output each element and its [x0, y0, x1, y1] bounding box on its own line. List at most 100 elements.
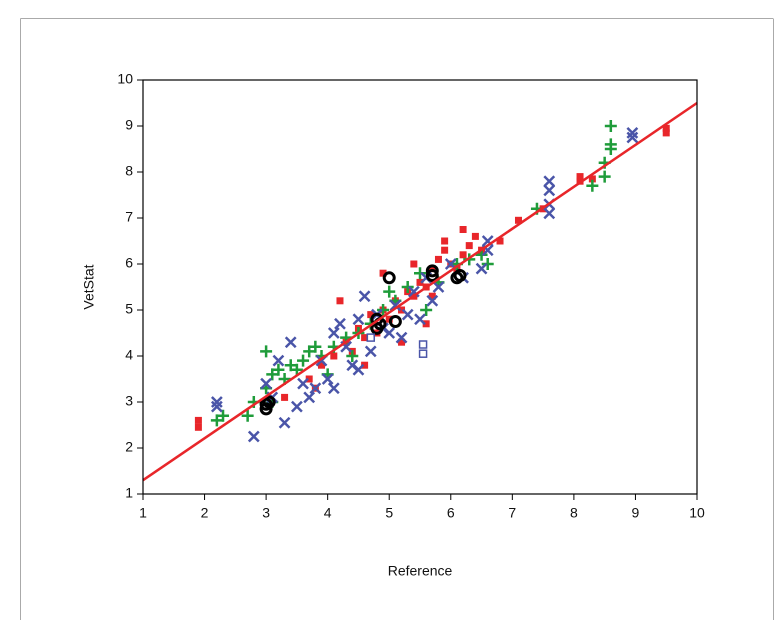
marker: [496, 237, 504, 245]
marker: [303, 345, 316, 358]
marker: [414, 313, 426, 326]
point: [297, 354, 310, 367]
marker: [262, 395, 276, 409]
y-tick-label: 6: [125, 255, 133, 271]
marker: [543, 207, 556, 220]
plot: 1 2 3 4 5 6 7 8 9 10 1 2 3 4 5 6 7 8 9 10: [117, 71, 705, 521]
marker: [453, 269, 467, 282]
marker: [428, 265, 436, 273]
marker: [426, 294, 439, 307]
marker: [385, 315, 393, 323]
point: [327, 382, 340, 395]
marker: [389, 299, 402, 312]
point: [194, 416, 202, 424]
point: [626, 127, 639, 139]
marker: [367, 311, 375, 319]
marker: [309, 340, 322, 353]
marker: [543, 175, 556, 188]
point: [432, 281, 445, 293]
point: [217, 409, 230, 422]
marker: [194, 416, 202, 424]
marker: [260, 377, 272, 390]
point: [377, 304, 390, 316]
point: [389, 299, 402, 312]
point: [303, 391, 316, 404]
marker: [297, 377, 309, 390]
point: [241, 409, 254, 422]
point: [414, 313, 426, 326]
point: [385, 315, 393, 323]
point: [459, 251, 467, 259]
marker: [361, 334, 369, 342]
point: [284, 336, 297, 349]
marker: [352, 363, 365, 376]
marker: [330, 352, 338, 360]
marker: [425, 264, 439, 278]
point: [318, 361, 326, 369]
point: [410, 260, 418, 268]
point: [414, 267, 426, 280]
y-axis-label: VetStat: [81, 264, 97, 309]
marker: [388, 315, 402, 328]
marker: [471, 232, 479, 240]
point: [401, 281, 414, 293]
marker: [377, 304, 390, 316]
marker: [210, 414, 223, 427]
marker: [259, 402, 273, 416]
marker: [475, 262, 488, 275]
point: [266, 368, 279, 381]
point: [272, 363, 285, 376]
marker: [401, 308, 414, 321]
point: [330, 352, 338, 360]
point: [428, 292, 436, 300]
point: [441, 246, 449, 254]
point: [604, 120, 617, 132]
marker: [604, 120, 617, 132]
marker: [382, 271, 396, 285]
point: [352, 313, 365, 326]
point: [210, 396, 223, 408]
y-tick-label: 5: [125, 301, 133, 317]
marker: [576, 173, 584, 181]
marker: [398, 306, 406, 314]
marker: [441, 237, 449, 245]
y-tick-label: 3: [125, 393, 133, 409]
marker: [401, 281, 414, 293]
marker: [626, 127, 639, 139]
y-tick-label: 7: [125, 209, 133, 225]
marker: [260, 345, 273, 358]
marker: [361, 361, 369, 369]
marker: [364, 345, 377, 358]
point: [321, 373, 334, 385]
point: [334, 317, 346, 330]
point: [260, 345, 273, 358]
point: [459, 226, 467, 233]
marker: [334, 317, 346, 330]
marker: [418, 349, 428, 358]
point: [543, 184, 556, 197]
point: [305, 375, 313, 383]
marker: [662, 124, 670, 132]
marker: [309, 382, 322, 395]
x-tick-label: 6: [447, 505, 455, 521]
marker: [598, 170, 611, 183]
marker: [281, 393, 289, 401]
marker: [425, 269, 439, 282]
marker: [210, 396, 223, 408]
point: [398, 306, 406, 314]
point: [465, 242, 473, 250]
x-tick-label: 7: [508, 505, 516, 521]
marker: [383, 327, 396, 339]
marker: [543, 184, 556, 197]
marker: [398, 338, 406, 346]
point: [262, 395, 276, 409]
marker: [290, 363, 303, 376]
marker: [459, 226, 467, 233]
marker: [434, 255, 442, 263]
point: [434, 255, 442, 263]
point: [284, 359, 297, 372]
point: [297, 377, 309, 390]
x-tick-label: 4: [324, 505, 332, 521]
marker: [303, 391, 316, 404]
